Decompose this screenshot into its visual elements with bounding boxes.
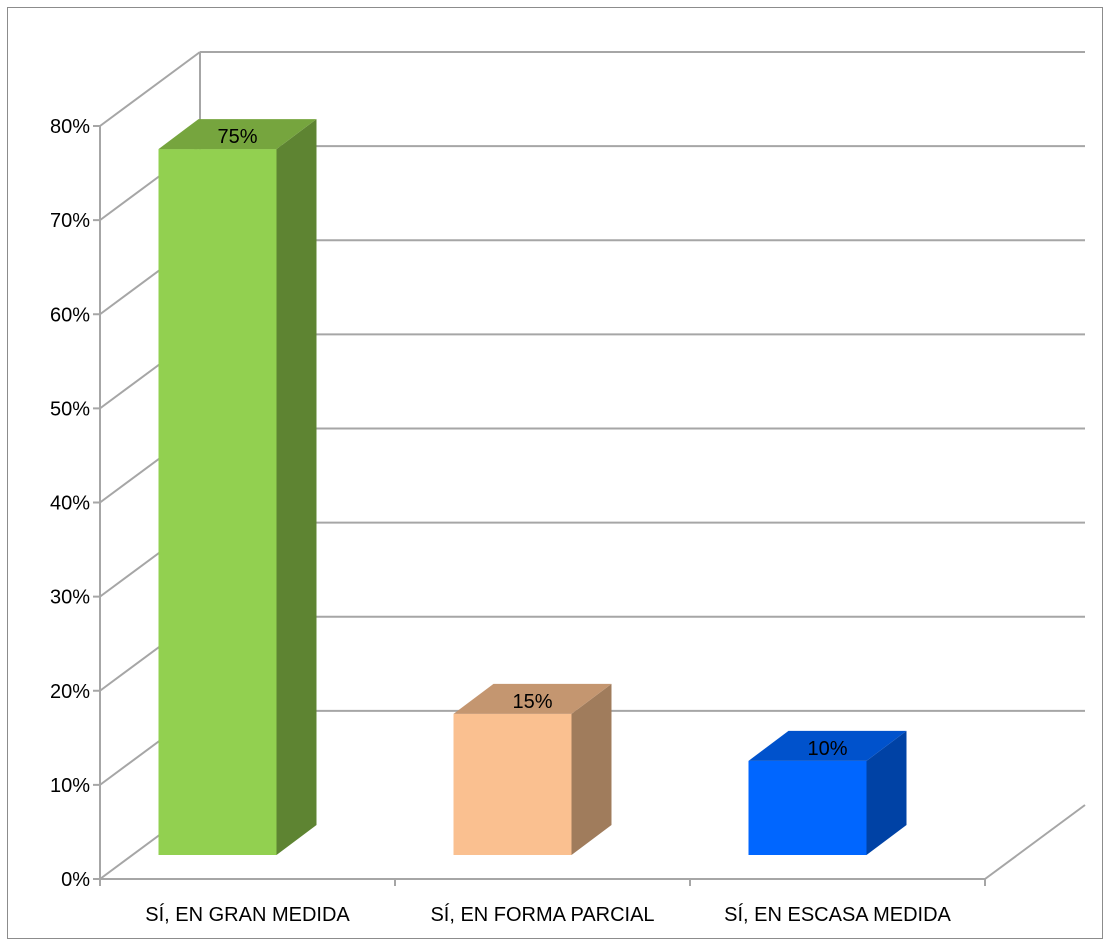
data-label: 15% [512,691,552,713]
y-tick-label: 10% [50,775,90,797]
bar [158,119,317,855]
y-tick-label: 30% [50,587,90,609]
y-tick-label: 50% [50,398,90,420]
bar-top [453,683,612,714]
bar-side [571,683,612,855]
bar-front [748,760,867,855]
y-tick-label: 70% [50,210,90,232]
bar-side [276,119,317,855]
bar-front [453,713,572,855]
y-tick-label: 20% [50,681,90,703]
x-tick-label: SÍ, EN ESCASA MEDIDA [724,903,951,926]
y-tick-label: 60% [50,304,90,326]
side-gridline [99,51,201,127]
y-tick-label: 80% [50,116,90,138]
x-tick-label: SÍ, EN GRAN MEDIDA [145,903,350,926]
bar-top [158,119,317,150]
data-label: 75% [217,126,257,148]
floor-right-edge [984,804,1086,880]
y-tick-label: 0% [61,869,90,891]
bar-top [748,730,907,761]
bar-front [158,149,277,855]
y-tick-label: 40% [50,493,90,515]
chart-bars [158,119,907,855]
bar [748,730,907,855]
bar-side [866,730,907,855]
bar [453,683,612,855]
data-label: 10% [807,738,847,760]
chart-labels: 0% 10% 20% 30% 40% 50% 60% 70% 80% 75% SÍ, EN GRAN… [50,116,952,926]
x-tick-label: SÍ, EN FORMA PARCIAL [430,903,654,926]
